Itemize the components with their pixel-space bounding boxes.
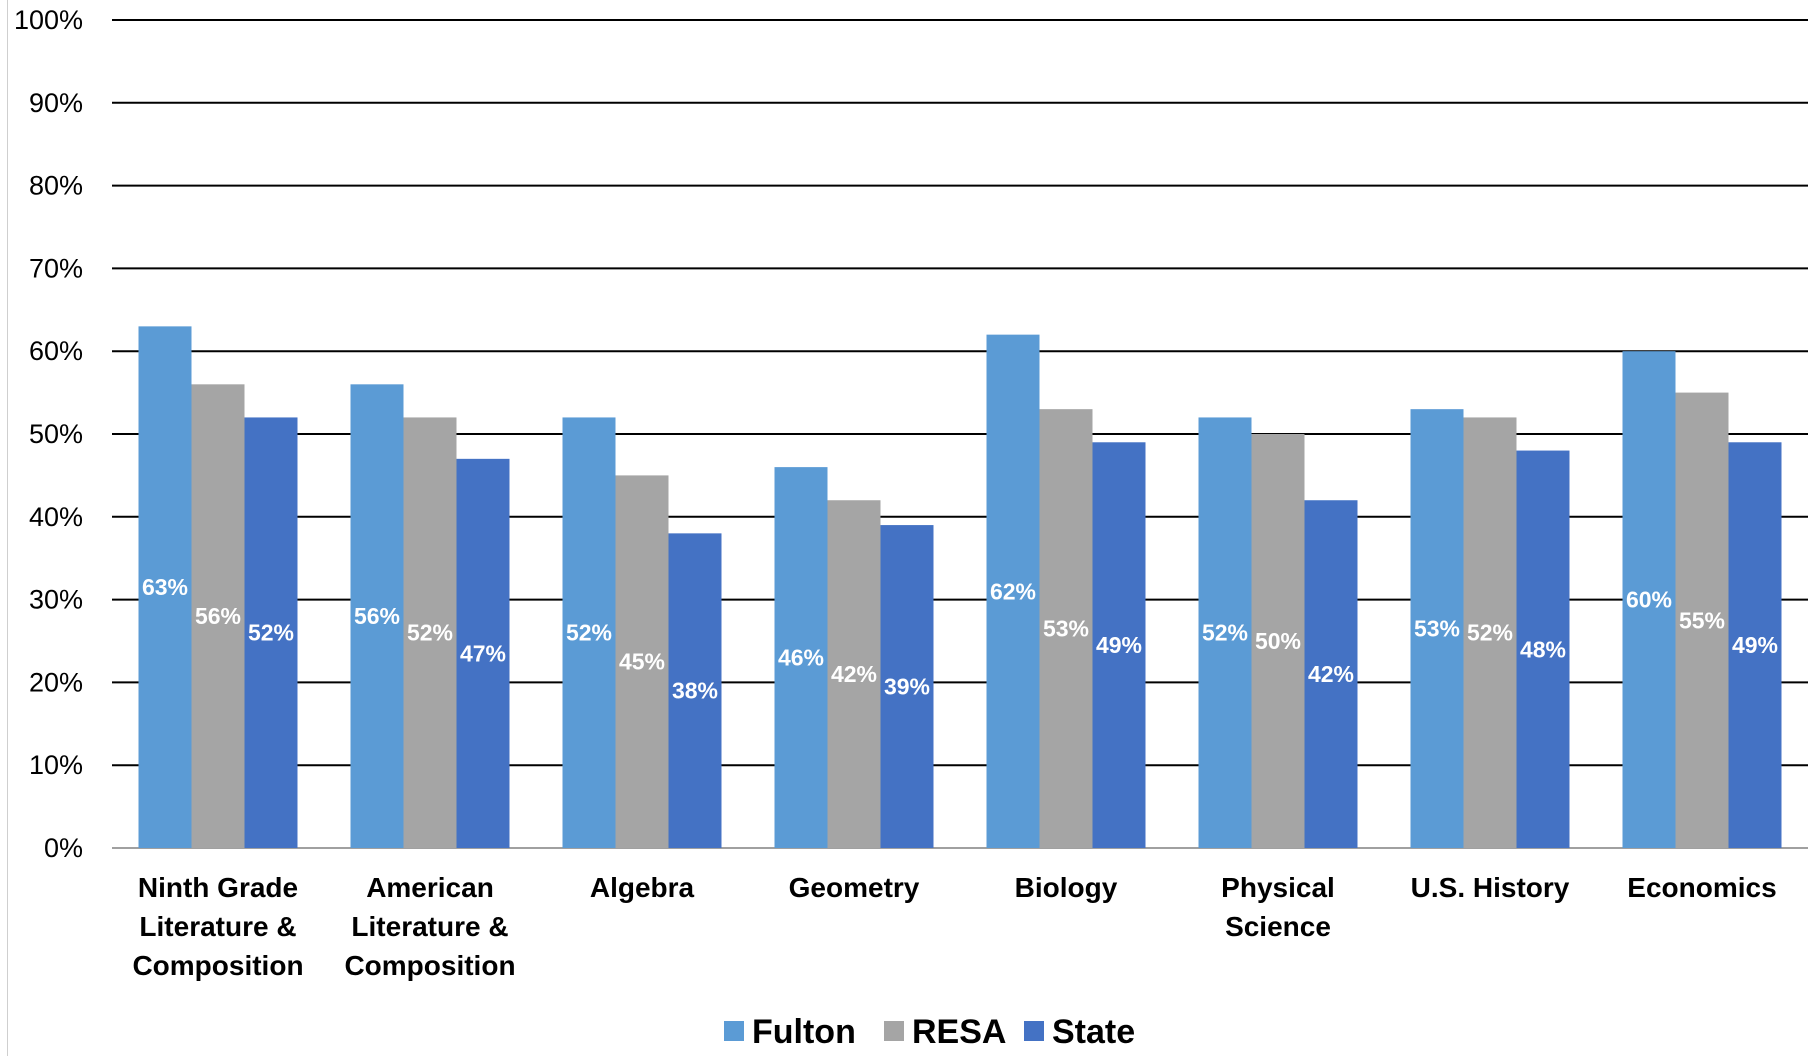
y-tick-label: 40% (29, 502, 83, 532)
bars (138, 326, 1782, 848)
bar-state (244, 417, 298, 848)
bar-resa (1251, 434, 1305, 848)
y-tick-label: 30% (29, 585, 83, 615)
data-label: 53% (1043, 616, 1089, 642)
y-tick-label: 0% (44, 833, 83, 863)
y-tick-label: 50% (29, 419, 83, 449)
bar-state (456, 458, 510, 848)
bar-resa (191, 384, 245, 848)
bar-fulton (986, 334, 1040, 848)
legend-swatch (724, 1021, 744, 1041)
bar-fulton (1198, 417, 1252, 848)
y-axis-tick-labels: 0% 10% 20% 30% 40% 50% 60% 70% 80% 90% 100% (14, 5, 83, 863)
data-label: 55% (1679, 607, 1725, 633)
y-tick-label: 10% (29, 750, 83, 780)
data-label: 52% (1467, 620, 1513, 646)
x-tick-label: Composition (344, 950, 515, 981)
bar-fulton (1410, 409, 1464, 848)
legend-label: RESA (912, 1013, 1006, 1051)
data-label: 42% (1308, 661, 1354, 687)
bar-resa (1675, 392, 1729, 848)
x-tick-label: Ninth Grade (138, 872, 298, 903)
bar-state (1092, 442, 1146, 848)
bar-fulton (774, 467, 828, 848)
data-label: 52% (248, 620, 294, 646)
bar-fulton (1622, 351, 1676, 848)
data-label: 52% (566, 620, 612, 646)
data-label: 63% (142, 574, 188, 600)
bar-state (1304, 500, 1358, 848)
data-label: 53% (1414, 616, 1460, 642)
data-label: 49% (1096, 632, 1142, 658)
x-tick-label: American (366, 872, 494, 903)
data-label: 52% (1202, 620, 1248, 646)
bar-state (1516, 450, 1570, 848)
x-tick-label: U.S. History (1411, 872, 1570, 903)
bar-fulton (562, 417, 616, 848)
x-tick-label: Biology (1015, 872, 1118, 903)
data-label: 52% (407, 620, 453, 646)
data-label: 38% (672, 678, 718, 704)
data-label: 62% (990, 578, 1036, 604)
y-tick-label: 80% (29, 171, 83, 201)
x-tick-label: Algebra (590, 872, 695, 903)
legend: Fulton RESA State (724, 1013, 1135, 1051)
y-tick-label: 20% (29, 667, 83, 697)
data-label: 56% (195, 603, 241, 629)
bar-resa (403, 417, 457, 848)
bar-fulton (350, 384, 404, 848)
bar-state (668, 533, 722, 848)
legend-swatch (1024, 1021, 1044, 1041)
x-axis-category-labels: Ninth Grade Literature & Composition Americ… (132, 872, 1776, 981)
x-tick-label: Science (1225, 911, 1331, 942)
data-label: 49% (1732, 632, 1778, 658)
x-tick-label: Economics (1627, 872, 1776, 903)
data-label: 47% (460, 640, 506, 666)
legend-label: State (1052, 1013, 1135, 1051)
data-label: 39% (884, 674, 930, 700)
bar-resa (1039, 409, 1093, 848)
data-label: 60% (1626, 587, 1672, 613)
data-label: 42% (831, 661, 877, 687)
legend-label: Fulton (752, 1013, 856, 1051)
x-tick-label: Geometry (789, 872, 920, 903)
bar-resa (615, 475, 669, 848)
x-tick-label: Literature & (351, 911, 508, 942)
data-label: 45% (619, 649, 665, 675)
legend-swatch (884, 1021, 904, 1041)
y-tick-label: 60% (29, 336, 83, 366)
data-label: 50% (1255, 628, 1301, 654)
left-border (7, 0, 8, 1056)
data-labels: 63% 56% 52% 56% 52% 47% 52% 45% 38% 46% 42% 39% 62% 5… (142, 574, 1778, 704)
data-label: 56% (354, 603, 400, 629)
bar-state (1728, 442, 1782, 848)
data-label: 46% (778, 645, 824, 671)
y-tick-label: 100% (14, 5, 83, 35)
x-tick-label: Literature & (139, 911, 296, 942)
x-tick-label: Composition (132, 950, 303, 981)
x-tick-label: Physical (1221, 872, 1335, 903)
bar-fulton (138, 326, 192, 848)
bar-resa (827, 500, 881, 848)
bar-resa (1463, 417, 1517, 848)
bar-state (880, 525, 934, 848)
y-tick-label: 70% (29, 253, 83, 283)
y-tick-label: 90% (29, 88, 83, 118)
data-label: 48% (1520, 636, 1566, 662)
